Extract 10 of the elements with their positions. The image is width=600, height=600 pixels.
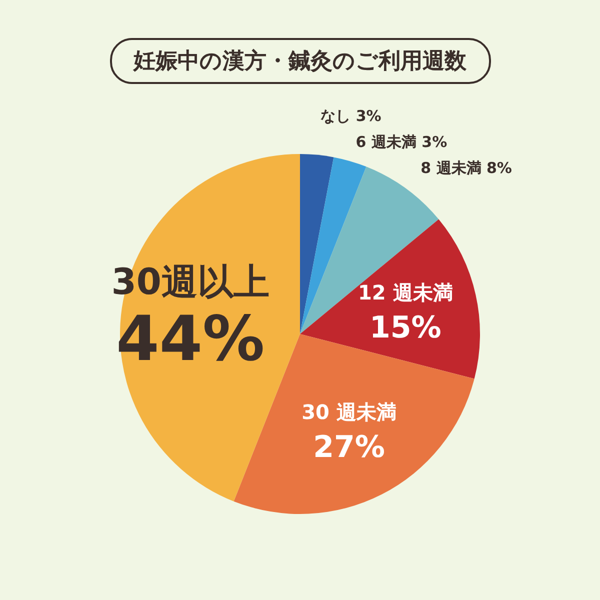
data-label: 27% — [313, 430, 385, 466]
pie-slice — [300, 219, 480, 379]
slice-label: 12 週未満 — [358, 280, 453, 304]
data-label: 15% — [369, 310, 442, 346]
slice-label: 8 週未満 8% — [420, 159, 512, 177]
slice-label: 30 週未満 — [302, 400, 396, 424]
slice-label: なし 3% — [320, 107, 382, 125]
pie-slice — [300, 154, 334, 334]
slice-label: 6 週未満 3% — [356, 133, 448, 151]
chart-title: 妊娠中の漢方・鍼灸のご利用週数 — [110, 38, 490, 84]
